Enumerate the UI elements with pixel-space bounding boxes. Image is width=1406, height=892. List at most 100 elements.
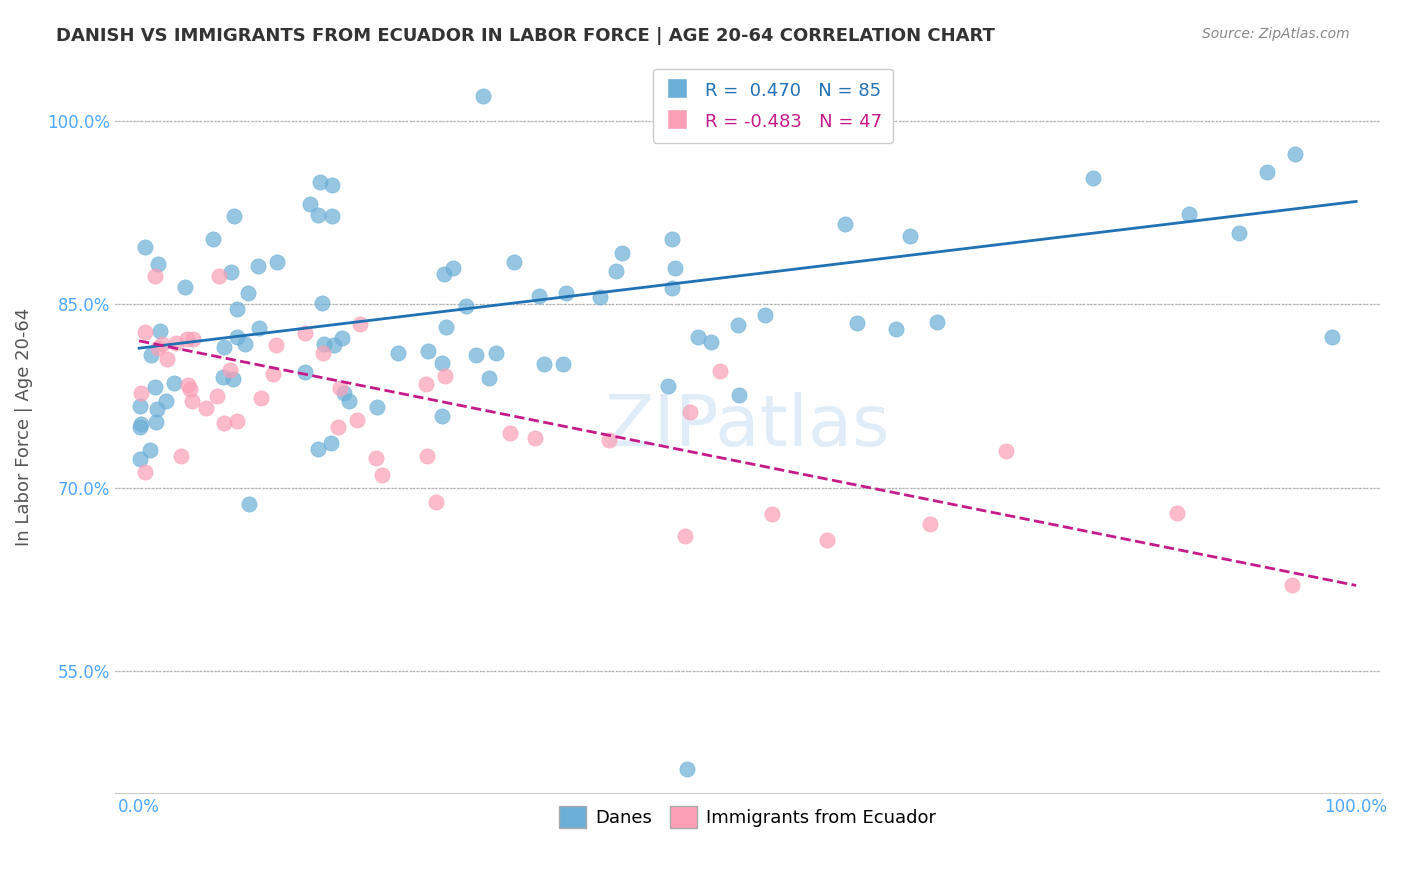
- Point: [141, 348, 163, 362]
- Point: [679, 405, 702, 419]
- Point: [323, 338, 346, 352]
- Point: [294, 326, 316, 341]
- Point: [432, 409, 454, 423]
- Point: [247, 321, 270, 335]
- Point: [226, 302, 249, 317]
- Point: [465, 348, 488, 362]
- Point: [170, 449, 193, 463]
- Point: [212, 340, 235, 354]
- Point: [129, 399, 152, 413]
- Point: [527, 289, 550, 303]
- Point: [834, 217, 856, 231]
- Point: [148, 257, 170, 271]
- Point: [502, 254, 524, 268]
- Point: [661, 232, 683, 246]
- Point: [194, 401, 217, 416]
- Point: [321, 178, 343, 192]
- Point: [754, 308, 776, 322]
- Point: [266, 254, 288, 268]
- Point: [222, 372, 245, 386]
- Point: [321, 210, 343, 224]
- Point: [366, 450, 388, 465]
- Point: [207, 269, 229, 284]
- Point: [219, 265, 242, 279]
- Point: [366, 401, 388, 415]
- Point: [700, 335, 723, 350]
- Text: ZIPatlas: ZIPatlas: [605, 392, 890, 461]
- Point: [146, 402, 169, 417]
- Point: [145, 415, 167, 429]
- Point: [236, 285, 259, 300]
- Point: [349, 317, 371, 331]
- Point: [898, 229, 921, 244]
- Point: [605, 264, 627, 278]
- Point: [163, 376, 186, 390]
- Point: [675, 762, 697, 776]
- Point: [156, 351, 179, 366]
- Point: [589, 290, 612, 304]
- Point: [165, 336, 187, 351]
- Point: [709, 364, 731, 378]
- Point: [226, 414, 249, 428]
- Point: [415, 377, 437, 392]
- Point: [326, 419, 349, 434]
- Point: [311, 346, 333, 360]
- Point: [610, 246, 633, 260]
- Point: [138, 442, 160, 457]
- Point: [235, 336, 257, 351]
- Point: [995, 443, 1018, 458]
- Point: [176, 332, 198, 346]
- Point: [387, 345, 409, 359]
- Point: [920, 517, 942, 532]
- Text: Source: ZipAtlas.com: Source: ZipAtlas.com: [1202, 27, 1350, 41]
- Point: [664, 260, 686, 275]
- Point: [884, 321, 907, 335]
- Point: [181, 393, 204, 408]
- Point: [179, 382, 201, 396]
- Point: [149, 324, 172, 338]
- Point: [1281, 578, 1303, 592]
- Point: [238, 497, 260, 511]
- Y-axis label: In Labor Force | Age 20-64: In Labor Force | Age 20-64: [15, 308, 32, 546]
- Point: [312, 337, 335, 351]
- Text: DANISH VS IMMIGRANTS FROM ECUADOR IN LABOR FORCE | AGE 20-64 CORRELATION CHART: DANISH VS IMMIGRANTS FROM ECUADOR IN LAB…: [56, 27, 995, 45]
- Point: [727, 318, 749, 332]
- Point: [202, 232, 225, 246]
- Point: [433, 369, 456, 384]
- Point: [250, 391, 273, 405]
- Point: [1256, 165, 1278, 179]
- Point: [1320, 330, 1343, 344]
- Point: [129, 452, 152, 467]
- Point: [478, 371, 501, 385]
- Point: [143, 380, 166, 394]
- Point: [174, 280, 197, 294]
- Point: [205, 389, 228, 403]
- Point: [298, 196, 321, 211]
- Point: [224, 209, 246, 223]
- Point: [1177, 207, 1199, 221]
- Point: [425, 495, 447, 509]
- Point: [246, 259, 269, 273]
- Point: [134, 465, 156, 479]
- Point: [416, 450, 439, 464]
- Point: [817, 533, 839, 547]
- Point: [150, 337, 173, 351]
- Point: [554, 286, 576, 301]
- Point: [441, 261, 464, 276]
- Point: [430, 356, 453, 370]
- Point: [129, 385, 152, 400]
- Point: [846, 316, 869, 330]
- Point: [551, 357, 574, 371]
- Point: [418, 344, 440, 359]
- Legend: Danes, Immigrants from Ecuador: Danes, Immigrants from Ecuador: [551, 799, 943, 836]
- Point: [134, 240, 156, 254]
- Point: [129, 420, 152, 434]
- Point: [371, 468, 394, 483]
- Point: [307, 208, 329, 222]
- Point: [485, 345, 508, 359]
- Point: [329, 382, 352, 396]
- Point: [148, 341, 170, 355]
- Point: [211, 370, 233, 384]
- Point: [307, 442, 329, 456]
- Point: [1081, 170, 1104, 185]
